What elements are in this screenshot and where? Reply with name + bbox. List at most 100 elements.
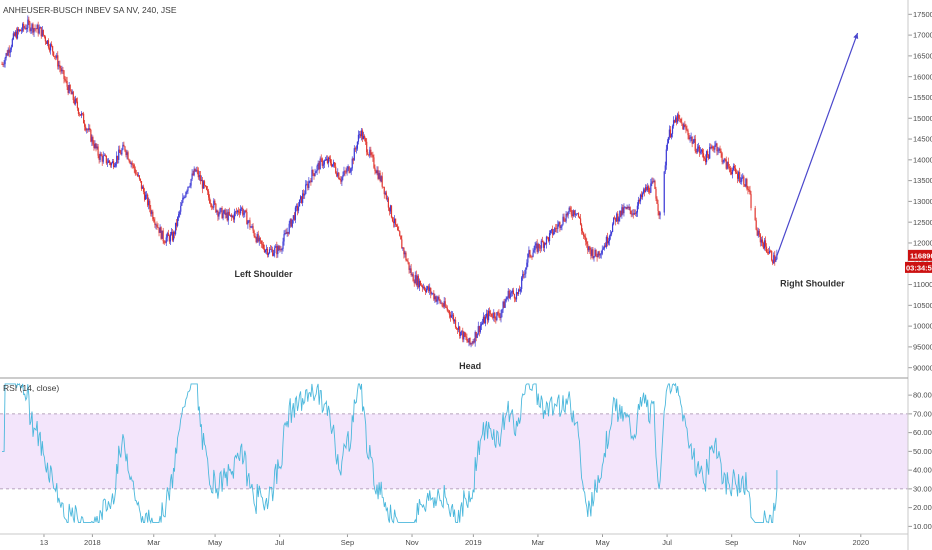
candle-body (108, 160, 111, 163)
candle-body (530, 256, 532, 258)
candle-body (305, 184, 307, 195)
candle-body (250, 227, 252, 228)
candle-body (21, 30, 23, 32)
candle-body (495, 318, 497, 320)
candle-body (393, 218, 396, 224)
candle-body (225, 212, 227, 215)
candle-body (9, 49, 11, 53)
candle-body (432, 293, 434, 294)
candle-body (232, 216, 235, 220)
candle-body (524, 273, 526, 275)
time-tick-label: 13 (40, 538, 48, 547)
candle-body (712, 146, 714, 149)
candle-body (47, 40, 50, 48)
candle-body (72, 91, 74, 101)
candle-body (519, 289, 521, 292)
candle-body (265, 248, 268, 250)
candle-body (714, 145, 716, 150)
time-tick-label: Nov (405, 538, 419, 547)
candle-body (277, 246, 279, 255)
candle-body (98, 155, 100, 160)
candle-body (449, 314, 451, 318)
rsi-overbought-oversold-band (0, 413, 908, 489)
candle-body (448, 310, 450, 315)
candle-body (715, 143, 717, 146)
candle-body (263, 248, 266, 253)
candle-body (735, 172, 738, 174)
candle-body (668, 129, 671, 138)
candle-body (606, 236, 609, 244)
candle-body (493, 312, 495, 318)
candle-body (614, 217, 616, 219)
candle-body (298, 199, 301, 207)
candle-body (403, 247, 405, 255)
rsi-axis: 10.00 20.00 30.00 40.00 50.00 60.00 70.00 80.00 (908, 391, 932, 531)
candle-body (255, 237, 257, 243)
candle-body (544, 242, 547, 245)
candle-body (246, 211, 248, 225)
candle-body (583, 232, 585, 237)
candle-body (415, 275, 417, 286)
candle-body (220, 207, 222, 209)
candle-body (3, 64, 5, 65)
candle-body (351, 158, 353, 169)
candle-body (416, 276, 418, 286)
candle-body (709, 147, 711, 159)
candle-body (86, 129, 88, 131)
candle-body (177, 217, 179, 226)
candle-body (271, 249, 273, 251)
candle-body (184, 197, 186, 198)
candle-body (656, 198, 658, 204)
candle-body (690, 136, 692, 138)
candle-body (36, 24, 38, 30)
candle-body (350, 168, 352, 172)
candle-body (42, 29, 44, 36)
candle-body (491, 313, 493, 317)
candle-body (590, 249, 592, 256)
candle-body (481, 322, 484, 325)
candle-body (695, 151, 697, 153)
candle-body (204, 185, 207, 187)
candle-body (22, 23, 24, 31)
candle-body (578, 216, 581, 219)
candle-body (598, 251, 600, 256)
candle-body (764, 240, 767, 247)
candle-body (724, 158, 726, 160)
candle-body (53, 51, 55, 57)
candle-body (434, 296, 436, 300)
candle-body (521, 277, 523, 289)
candle-body (453, 319, 456, 322)
candle-body (552, 229, 554, 235)
candle-body (673, 120, 676, 123)
candle-body (568, 207, 570, 212)
candle-body (697, 146, 699, 149)
price-tick-label: 140000 (913, 155, 932, 164)
candle-body (151, 211, 153, 214)
candle-body (586, 241, 588, 245)
candle-body (460, 331, 462, 336)
candle-body (106, 162, 108, 164)
price-tick-label: 120000 (913, 239, 932, 248)
candle-body (16, 28, 19, 39)
candle-body (32, 24, 34, 33)
candle-body (1, 64, 3, 65)
candle-body (667, 137, 669, 144)
candle-body (266, 248, 269, 256)
candle-body (414, 275, 416, 284)
candle-body (153, 219, 155, 222)
candle-body (339, 178, 341, 180)
candle-body (607, 240, 610, 244)
candle-body (363, 136, 365, 140)
candle-body (79, 114, 82, 116)
candle-body (138, 175, 141, 179)
candle-body (400, 235, 402, 240)
candle-body (252, 226, 254, 231)
candle-body (247, 221, 249, 225)
candle-body (376, 170, 378, 174)
candle-body (700, 149, 703, 152)
candle-body (426, 288, 428, 293)
candle-body (161, 230, 163, 239)
candle-body (231, 216, 233, 218)
candle-body (296, 205, 299, 211)
